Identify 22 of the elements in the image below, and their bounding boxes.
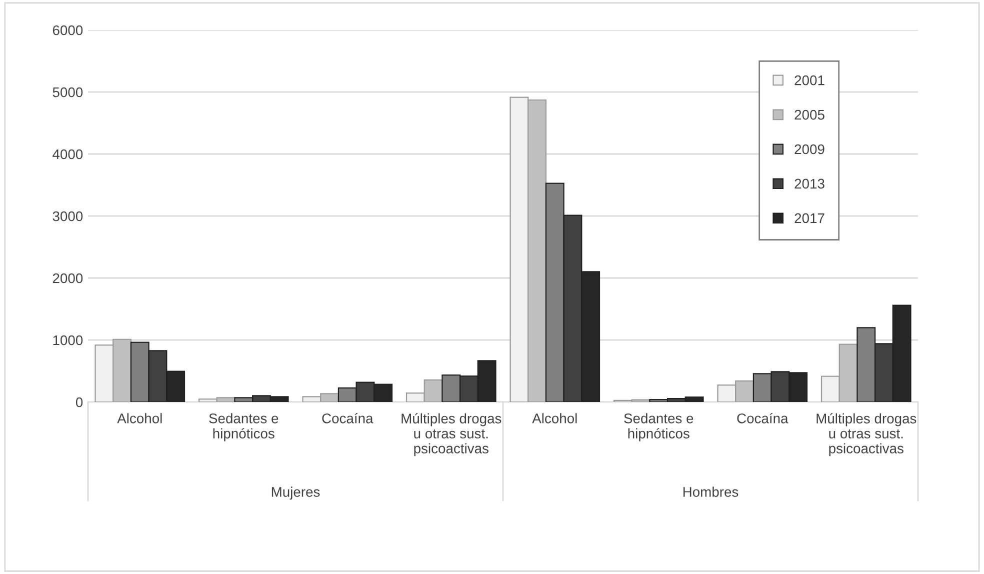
y-tick-label: 3000: [52, 211, 83, 222]
y-tick-label: 1000: [53, 335, 83, 346]
y-tick-label: 5000: [52, 87, 83, 98]
y-tick-label: 6000: [52, 25, 83, 36]
x-tick-label: Sedantes e hipnóticos: [624, 413, 694, 442]
y-tick-label: 0: [76, 397, 83, 408]
x-tick-label: Múltiples drogas u otras sust. psicoactivas: [816, 413, 916, 456]
text: Hombres: [683, 486, 738, 497]
x-tick-label: Cocaína: [737, 412, 788, 424]
x-tick-label: Sedantes e hipnóticos: [209, 413, 278, 442]
legend-label: 2005: [794, 110, 824, 120]
legend-label: 2009: [794, 144, 824, 154]
x-tick-label: Alcohol: [117, 413, 162, 424]
x-tick-label: Alcohol: [532, 413, 577, 424]
x-tick-label: Cocaína: [322, 412, 374, 424]
legend-label: 2017: [794, 213, 824, 224]
legend-label: 2013: [794, 178, 824, 189]
y-tick-label: 4000: [52, 149, 83, 160]
x-tick-label: Múltiples drogas u otras sust. psicoactivas: [402, 413, 502, 456]
legend-label: 2001: [794, 75, 824, 86]
text: Mujeres: [272, 486, 320, 500]
y-tick-label: 2000: [52, 273, 83, 284]
